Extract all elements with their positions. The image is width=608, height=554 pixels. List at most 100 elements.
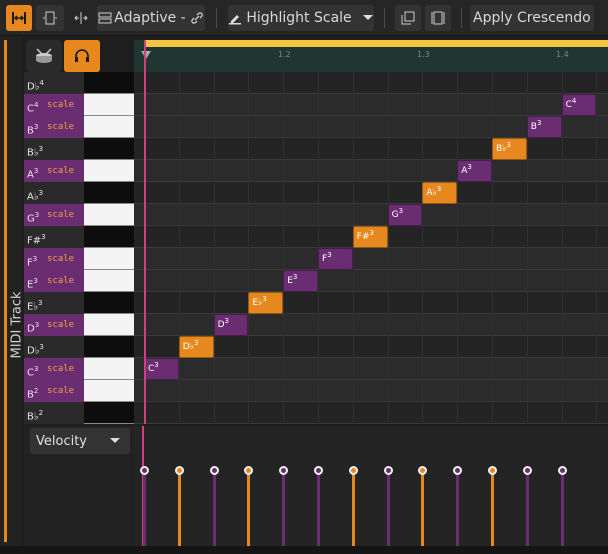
piano-key-row[interactable]: F3 scale [24,248,134,270]
grid-beat-line [178,72,180,424]
white-key[interactable] [84,94,134,116]
velocity-stem[interactable] [421,472,425,546]
midi-note[interactable]: B3 [526,116,562,138]
white-key[interactable] [84,314,134,336]
velocity-lane[interactable] [134,426,608,546]
white-key[interactable] [84,160,134,182]
white-key[interactable] [84,358,134,380]
black-key[interactable] [84,336,134,358]
midi-note[interactable]: D3 [213,314,249,336]
black-key[interactable] [84,226,134,248]
piano-key-row[interactable]: D3 scale [24,314,134,336]
velocity-handle[interactable] [314,466,323,475]
note-name: C [565,100,572,110]
grid-row-white [134,248,608,270]
midi-note[interactable]: B♭3 [492,138,527,160]
midi-note[interactable]: C4 [561,94,597,116]
piano-key-row[interactable]: D♭4 [24,72,134,94]
piano-key-row[interactable]: B♭3 [24,138,134,160]
velocity-panel: Velocity [24,426,608,546]
white-key[interactable] [84,204,134,226]
note-octave: 3 [154,361,159,369]
piano-keys: D♭4 C4 scale B3 scale B♭3 A3 scale A♭3 G3 scale F#3… [24,72,134,424]
velocity-stem[interactable] [491,472,494,546]
midi-note[interactable]: F#3 [352,226,388,248]
fit-selection-button[interactable] [36,5,64,31]
piano-key-row[interactable]: F#3 [24,226,134,248]
velocity-stem[interactable] [177,472,181,546]
piano-key-row[interactable]: E♭3 [24,292,134,314]
piano-key-row[interactable]: B♭2 [24,402,134,424]
black-key[interactable] [84,292,134,314]
white-key[interactable] [84,270,134,292]
velocity-stem[interactable] [386,472,390,546]
velocity-handle[interactable] [557,466,567,475]
highlight-scale-dropdown[interactable]: Highlight Scale [228,5,374,31]
playhead-marker-icon[interactable] [140,50,152,64]
velocity-stem[interactable] [525,472,529,546]
midi-note[interactable]: C3 [144,358,179,380]
velocity-stem[interactable] [212,472,216,546]
velocity-stem[interactable] [456,472,460,546]
velocity-handle[interactable] [383,466,393,475]
piano-key-row[interactable]: A♭3 [24,182,134,204]
black-key[interactable] [84,72,134,94]
piano-key-row[interactable]: B3 scale [24,116,134,138]
preview-audition-button[interactable] [64,40,100,72]
velocity-handle[interactable] [209,466,219,475]
zoom-horizontal-button[interactable] [68,5,94,31]
duplicate-button[interactable] [395,5,421,31]
velocity-stem[interactable] [143,472,146,546]
velocity-handle[interactable] [174,466,184,475]
timeline-ruler[interactable]: 1.2 1.3 1.4 [134,40,608,72]
midi-note[interactable]: E♭3 [248,292,284,314]
note-octave: 3 [506,141,511,149]
midi-note[interactable]: A♭3 [422,182,458,204]
velocity-handle[interactable] [279,466,289,475]
loop-region[interactable] [144,40,608,47]
white-key[interactable] [84,248,134,270]
note-grid[interactable]: 1.2 1.3 1.4 C3 D♭3 D3 E♭3 E3 F3 F#3 G3 A♭3 A3 B♭3 B… [134,40,608,424]
piano-key-row[interactable]: C3 scale [24,358,134,380]
velocity-handle[interactable] [453,466,463,475]
midi-note[interactable]: A3 [457,160,492,182]
piano-key-row[interactable]: G3 scale [24,204,134,226]
velocity-handle[interactable] [488,466,497,475]
velocity-stem[interactable] [247,472,251,546]
drum-mode-button[interactable] [26,40,62,72]
velocity-handle[interactable] [348,466,358,475]
piano-key-row[interactable]: B2 scale [24,380,134,402]
fit-width-button[interactable] [6,5,32,31]
velocity-stem[interactable] [351,472,355,546]
velocity-stem[interactable] [560,472,564,546]
black-key[interactable] [84,182,134,204]
note-name: F [322,254,328,264]
key-label: B♭3 [24,138,84,160]
grid-beat-line [561,72,563,424]
function-dropdown[interactable]: Apply Crescendo [470,5,594,31]
velocity-stem[interactable] [282,472,286,546]
velocity-handle[interactable] [244,466,254,475]
key-label: D♭3 [24,336,84,358]
black-key[interactable] [84,402,134,424]
midi-note[interactable]: E3 [283,270,318,292]
snap-adaptive-button[interactable]: Adaptive - [97,5,205,31]
white-key[interactable] [84,380,134,402]
piano-key-row[interactable]: D♭3 [24,336,134,358]
midi-note[interactable]: G3 [387,204,423,226]
piano-key-row[interactable]: A3 scale [24,160,134,182]
quantize-button[interactable] [425,5,451,31]
midi-note[interactable]: F3 [318,248,353,270]
piano-key-row[interactable]: C4 scale [24,94,134,116]
velocity-handle[interactable] [522,466,532,475]
velocity-handle[interactable] [418,466,428,475]
white-key[interactable] [84,116,134,138]
velocity-handle[interactable] [140,466,149,475]
piano-key-row[interactable]: E3 scale [24,270,134,292]
black-key[interactable] [84,138,134,160]
velocity-stem[interactable] [317,472,320,546]
playhead[interactable] [144,40,146,424]
scale-tag: scale [47,320,75,330]
automation-lane-select[interactable]: Velocity [30,428,130,454]
midi-note[interactable]: D♭3 [178,336,214,358]
